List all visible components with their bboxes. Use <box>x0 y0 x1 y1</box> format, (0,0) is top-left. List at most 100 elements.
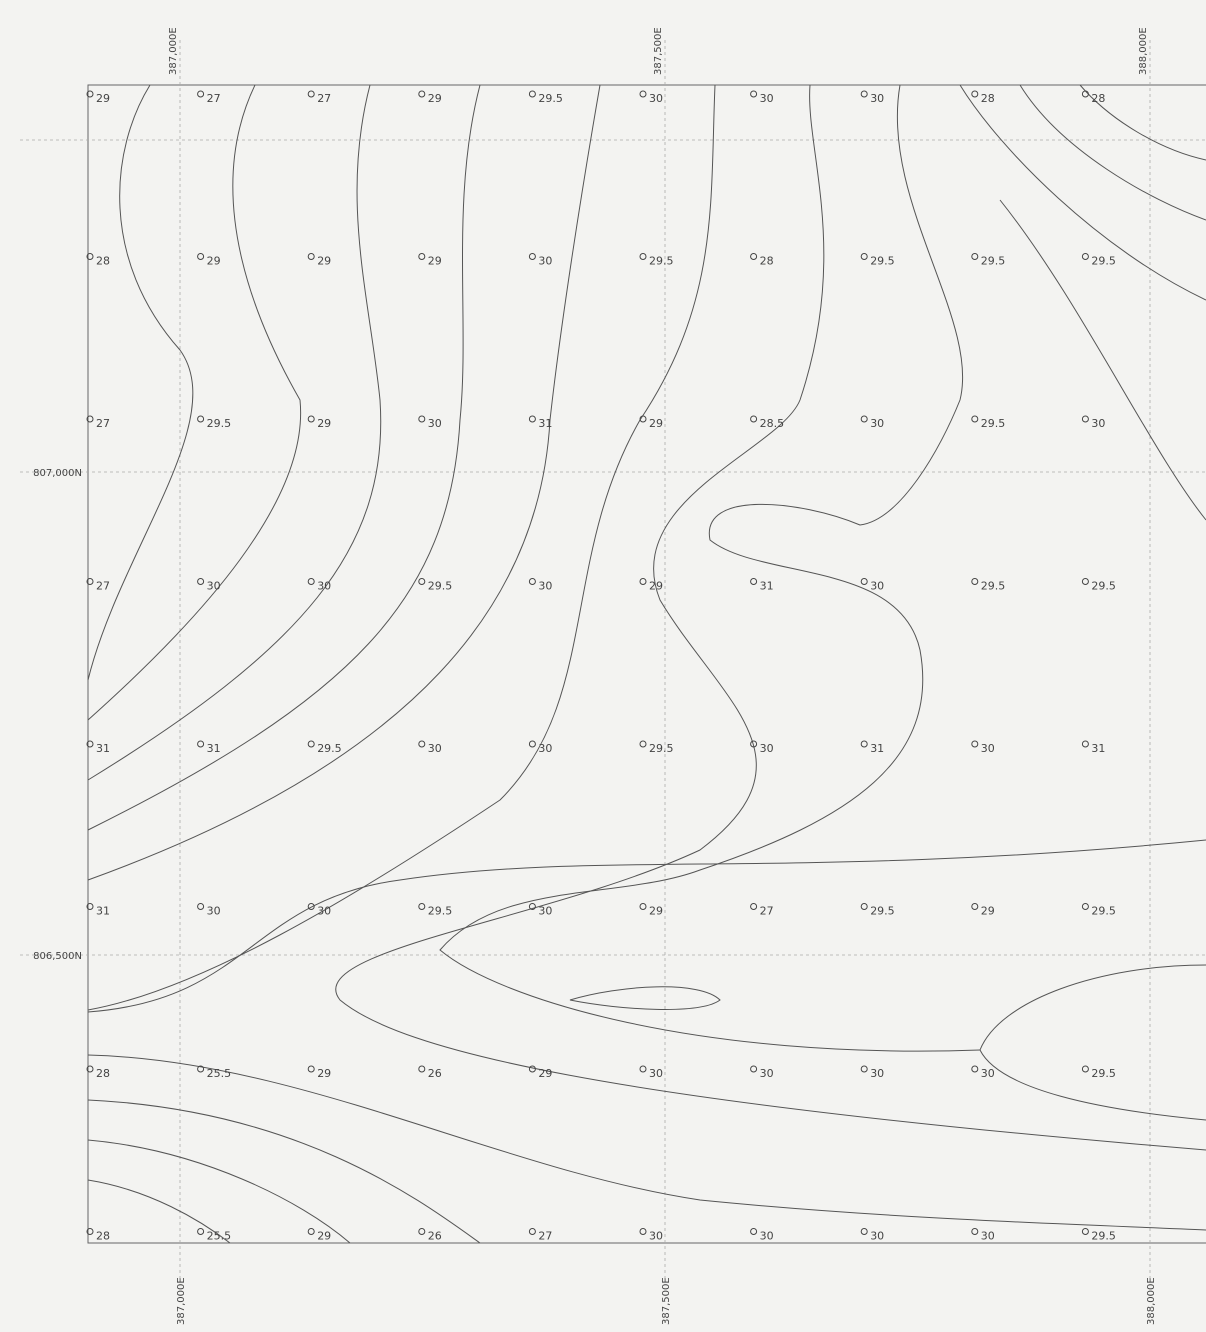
sample-point <box>529 741 535 747</box>
sample-point <box>751 1066 757 1072</box>
sample-point <box>861 91 867 97</box>
sample-point <box>419 579 425 585</box>
sample-point <box>640 904 646 910</box>
sample-point <box>308 741 314 747</box>
contour <box>440 85 980 1051</box>
sample-point <box>419 416 425 422</box>
sample-value: 30 <box>981 1067 995 1080</box>
sample-value: 30 <box>428 742 442 755</box>
sample-point <box>1082 741 1088 747</box>
sample-value: 29.5 <box>981 255 1006 268</box>
contour <box>88 1140 350 1243</box>
sample-point <box>419 904 425 910</box>
contours <box>88 85 1206 1243</box>
sample-point <box>529 1229 535 1235</box>
sample-value: 31 <box>870 742 884 755</box>
sample-value: 29 <box>538 1067 552 1080</box>
sample-point <box>529 416 535 422</box>
sample-point <box>1082 579 1088 585</box>
contour-map: 387,000E387,500E388,000E387,000E387,500E… <box>0 0 1206 1332</box>
sample-point <box>1082 91 1088 97</box>
contour <box>88 1100 480 1243</box>
sample-point <box>861 579 867 585</box>
sample-value: 30 <box>760 742 774 755</box>
sample-value: 28 <box>760 255 774 268</box>
sample-point <box>419 1229 425 1235</box>
sample-value: 29.5 <box>428 580 453 593</box>
sample-value: 30 <box>649 92 663 105</box>
sample-value: 29.5 <box>207 417 232 430</box>
sample-value: 29.5 <box>1091 1067 1116 1080</box>
sample-point <box>1082 904 1088 910</box>
easting-label: 387,000E <box>176 1277 187 1325</box>
sample-value: 31 <box>96 742 110 755</box>
sample-value: 30 <box>870 92 884 105</box>
sample-point <box>419 254 425 260</box>
sample-value: 30 <box>760 1230 774 1243</box>
sample-value: 27 <box>207 92 221 105</box>
sample-point <box>640 741 646 747</box>
sample-point <box>308 579 314 585</box>
sample-value: 30 <box>870 1230 884 1243</box>
sample-point <box>640 579 646 585</box>
sample-value: 30 <box>870 580 884 593</box>
sample-point <box>972 904 978 910</box>
sample-value: 29.5 <box>981 580 1006 593</box>
sample-point <box>751 1229 757 1235</box>
sample-point <box>1082 1066 1088 1072</box>
sample-point <box>751 254 757 260</box>
northing-label: 807,000N <box>33 468 82 479</box>
sample-point <box>529 254 535 260</box>
sample-point <box>861 904 867 910</box>
sample-value: 30 <box>538 580 552 593</box>
sample-point <box>1082 254 1088 260</box>
sample-value: 29.5 <box>981 417 1006 430</box>
sample-point <box>861 254 867 260</box>
sample-point <box>419 741 425 747</box>
sample-point <box>198 91 204 97</box>
sample-value: 29 <box>96 92 110 105</box>
sample-point <box>861 416 867 422</box>
sample-point <box>308 254 314 260</box>
sample-point <box>861 1066 867 1072</box>
sample-value: 28 <box>96 1230 110 1243</box>
sample-point <box>419 91 425 97</box>
sample-value: 27 <box>96 417 110 430</box>
easting-label: 387,000E <box>168 27 179 75</box>
sample-value: 27 <box>96 580 110 593</box>
sample-point <box>419 1066 425 1072</box>
contour <box>1020 85 1206 220</box>
sample-point <box>198 416 204 422</box>
sample-value: 28 <box>1091 92 1105 105</box>
sample-value: 26 <box>428 1230 442 1243</box>
sample-value: 31 <box>538 417 552 430</box>
sample-point <box>972 254 978 260</box>
easting-label: 387,500E <box>653 27 664 75</box>
sample-value: 25.5 <box>207 1067 232 1080</box>
contour <box>570 987 720 1010</box>
easting-label: 387,500E <box>661 1277 672 1325</box>
sample-value: 26 <box>428 1067 442 1080</box>
sample-point <box>1082 416 1088 422</box>
sample-point <box>529 1066 535 1072</box>
sample-value: 28 <box>96 1067 110 1080</box>
sample-point <box>972 1229 978 1235</box>
sample-value: 29 <box>317 255 331 268</box>
sample-value: 29.5 <box>1091 905 1116 918</box>
sample-value: 29 <box>428 92 442 105</box>
sample-value: 30 <box>538 742 552 755</box>
sample-value: 27 <box>538 1230 552 1243</box>
sample-point <box>529 579 535 585</box>
contour <box>88 840 1206 1012</box>
sample-point <box>751 416 757 422</box>
contour <box>960 85 1206 300</box>
contour <box>88 85 715 1010</box>
sample-value: 31 <box>207 742 221 755</box>
sample-value: 30 <box>981 742 995 755</box>
sample-point <box>308 416 314 422</box>
sample-point <box>972 416 978 422</box>
sample-point <box>972 1066 978 1072</box>
sample-value: 30 <box>317 580 331 593</box>
sample-value: 27 <box>317 92 331 105</box>
sample-value: 31 <box>96 905 110 918</box>
